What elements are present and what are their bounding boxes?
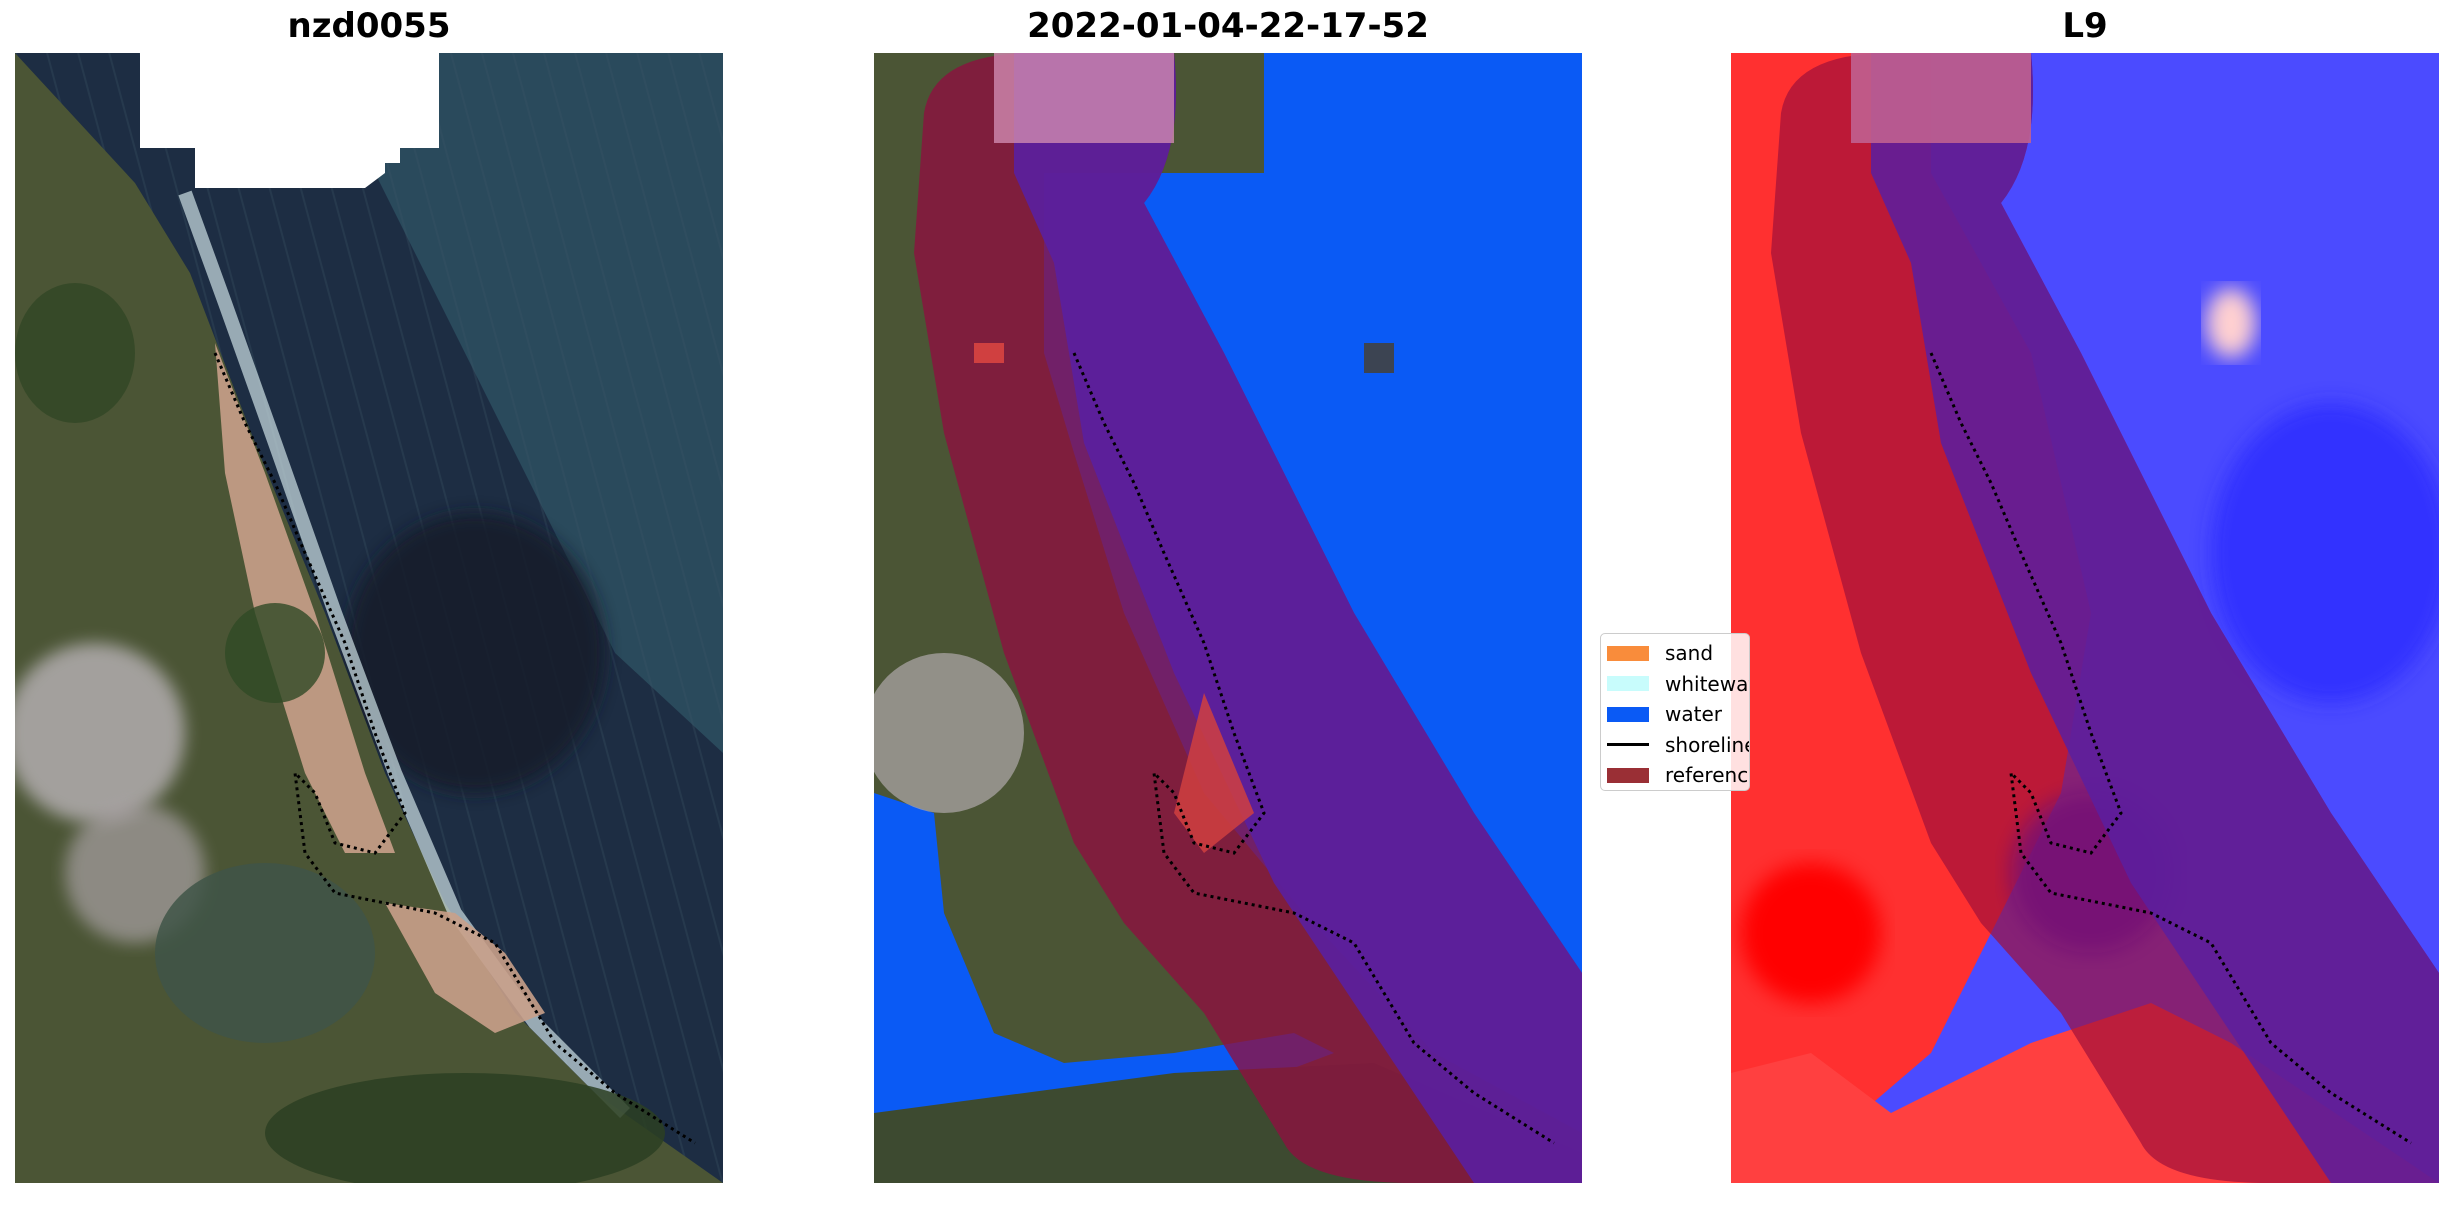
index-image: [1731, 53, 2439, 1183]
classified-image: [874, 53, 1582, 1183]
rgb-image-svg: [15, 53, 723, 1183]
legend-line-swatch: [1607, 743, 1649, 747]
cloud: [874, 653, 1024, 813]
legend-swatch: [1607, 706, 1649, 722]
panel-title-index: L9: [2062, 6, 2108, 46]
legend-swatch: [1607, 645, 1649, 661]
legend-item-water: water: [1607, 699, 1749, 730]
panel-title-classified: 2022-01-04-22-17-52: [1027, 6, 1429, 46]
legend-label: whitewater: [1665, 671, 1749, 696]
legend-swatch: [1607, 676, 1649, 692]
legend-item-sand: sand: [1607, 638, 1749, 669]
beach-sand: [215, 343, 395, 853]
legend-swatch: [1607, 767, 1649, 783]
legend-label: sand: [1665, 641, 1714, 666]
panel-title-rgb: nzd0055: [287, 6, 451, 46]
legend-item-shoreline: shoreline: [1607, 730, 1749, 761]
classified-image-svg: [874, 53, 1582, 1183]
no-data-area: [140, 53, 439, 188]
legend-item-reference-buffer: reference shoreline buffer: [1607, 760, 1749, 790]
legend-label: reference shoreline buffer: [1665, 763, 1749, 788]
legend-item-whitewater: whitewater: [1607, 669, 1749, 700]
index-image-svg: [1731, 53, 2439, 1183]
legend-label: water: [1665, 702, 1722, 727]
lagoon: [155, 863, 375, 1043]
cloud: [15, 643, 185, 823]
cloud-shadow: [345, 513, 605, 793]
legend-label: shoreline: [1665, 732, 1750, 757]
rgb-satellite-image: [15, 53, 723, 1183]
legend: sand whitewater water shoreline referenc…: [1600, 633, 1750, 791]
